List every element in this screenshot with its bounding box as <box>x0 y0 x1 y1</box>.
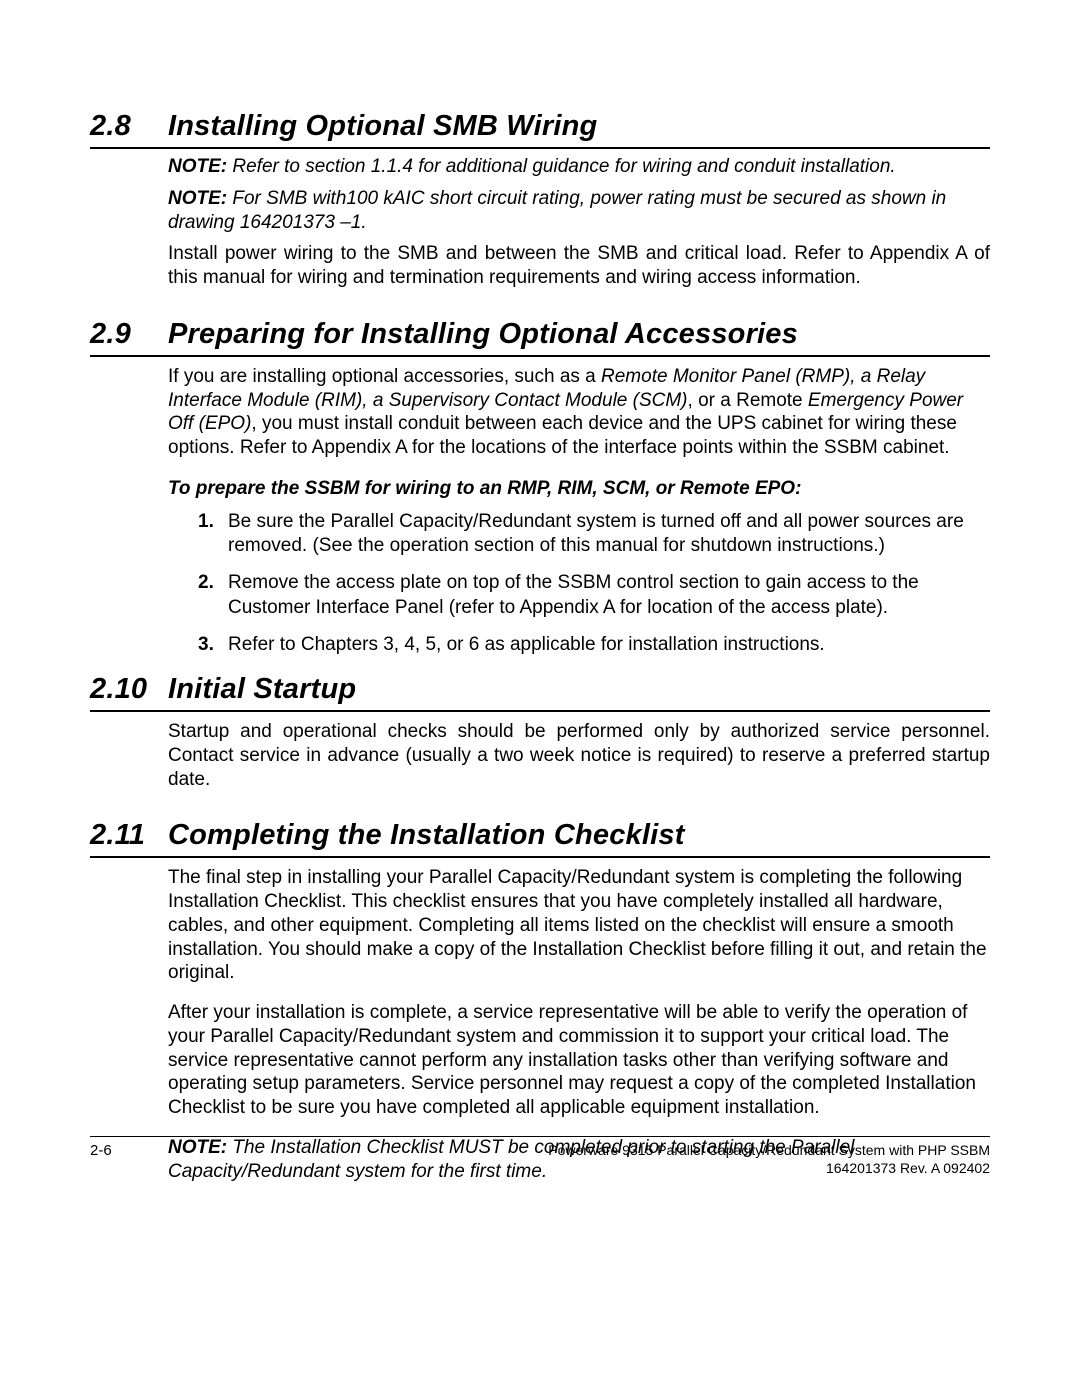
note-label: NOTE: <box>168 188 227 209</box>
section-number: 2.8 <box>90 110 168 143</box>
section-heading-2-9: 2.9 Preparing for Installing Optional Ac… <box>90 318 990 357</box>
section-number: 2.9 <box>90 318 168 351</box>
footer-line2: 164201373 Rev. A 092402 <box>548 1160 990 1178</box>
section-title: Preparing for Installing Optional Access… <box>168 318 798 351</box>
section-number: 2.10 <box>90 673 168 706</box>
section-title: Completing the Installation Checklist <box>168 819 685 852</box>
footer-right: Powerware 9315 Parallel Capacity/Redunda… <box>548 1142 990 1177</box>
list-item: 1. Be sure the Parallel Capacity/Redunda… <box>198 510 990 559</box>
section-heading-2-11: 2.11 Completing the Installation Checkli… <box>90 819 990 858</box>
section-heading-2-10: 2.10 Initial Startup <box>90 673 990 712</box>
page-footer: 2-6 Powerware 9315 Parallel Capacity/Red… <box>90 1136 990 1177</box>
footer-line1: Powerware 9315 Parallel Capacity/Redunda… <box>548 1142 990 1160</box>
section-title: Installing Optional SMB Wiring <box>168 110 597 143</box>
document-page: 2.8 Installing Optional SMB Wiring NOTE:… <box>0 0 1080 1397</box>
text-run: , or a Remote <box>688 390 808 411</box>
note-text: For SMB with100 kAIC short circuit ratin… <box>168 188 946 233</box>
note-block: NOTE: Refer to section 1.1.4 for additio… <box>168 155 990 179</box>
text-run: , you must install conduit between each … <box>168 413 957 458</box>
section-body-2-8: NOTE: Refer to section 1.1.4 for additio… <box>168 155 990 290</box>
page-number: 2-6 <box>90 1142 112 1159</box>
section-title: Initial Startup <box>168 673 356 706</box>
paragraph: Install power wiring to the SMB and betw… <box>168 242 990 290</box>
text-run: If you are installing optional accessori… <box>168 366 601 387</box>
section-number: 2.11 <box>90 819 168 852</box>
paragraph: If you are installing optional accessori… <box>168 365 990 460</box>
step-marker: 3. <box>198 633 228 658</box>
step-marker: 2. <box>198 571 228 620</box>
paragraph: After your installation is complete, a s… <box>168 1001 990 1120</box>
note-text: Refer to section 1.1.4 for additional gu… <box>227 156 896 177</box>
note-block: NOTE: For SMB with100 kAIC short circuit… <box>168 187 990 235</box>
section-heading-2-8: 2.8 Installing Optional SMB Wiring <box>90 110 990 149</box>
step-text: Remove the access plate on top of the SS… <box>228 571 990 620</box>
step-text: Refer to Chapters 3, 4, 5, or 6 as appli… <box>228 633 990 658</box>
ordered-steps: 1. Be sure the Parallel Capacity/Redunda… <box>198 510 990 657</box>
paragraph: Startup and operational checks should be… <box>168 720 990 791</box>
list-item: 3. Refer to Chapters 3, 4, 5, or 6 as ap… <box>198 633 990 658</box>
section-body-2-9: If you are installing optional accessori… <box>168 365 990 657</box>
step-marker: 1. <box>198 510 228 559</box>
note-label: NOTE: <box>168 156 227 177</box>
list-item: 2. Remove the access plate on top of the… <box>198 571 990 620</box>
section-body-2-10: Startup and operational checks should be… <box>168 720 990 791</box>
step-text: Be sure the Parallel Capacity/Redundant … <box>228 510 990 559</box>
paragraph: The final step in installing your Parall… <box>168 866 990 985</box>
subheading: To prepare the SSBM for wiring to an RMP… <box>168 478 990 500</box>
